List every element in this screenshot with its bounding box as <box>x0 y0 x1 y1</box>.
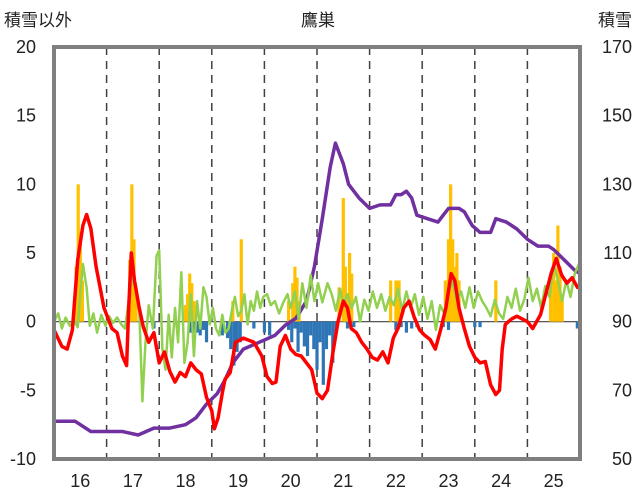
precipitation-bar <box>341 198 345 322</box>
snowfall_change-bar <box>575 321 579 329</box>
snowfall_change-bar <box>312 321 316 350</box>
precipitation-bar <box>80 280 85 322</box>
snowfall_change-bar <box>478 321 482 328</box>
left-y-ticks: 20 15 10 5 0 -5 -10 <box>10 37 36 469</box>
x-tick-label: 24 <box>491 471 511 491</box>
snowfall_change-bar <box>446 321 451 330</box>
x-tick-label: 17 <box>123 471 143 491</box>
snowfall_change-bar <box>299 321 303 333</box>
y-left-tick-label: -5 <box>20 380 36 400</box>
snowfall_change-bar <box>394 321 398 330</box>
y-left-tick-label: 0 <box>26 312 36 332</box>
precipitation-bar <box>134 287 138 322</box>
snowfall_change-bar <box>324 321 329 350</box>
precipitation-bar <box>397 280 401 322</box>
precipitation-bar <box>337 287 341 322</box>
precipitation-bar <box>350 273 354 322</box>
x-tick-label: 20 <box>281 471 301 491</box>
snowfall_change-bar <box>352 321 356 328</box>
left-axis-title: 積雪以外 <box>4 11 72 31</box>
y-right-tick-label: 170 <box>602 37 632 57</box>
snow_depth-line <box>52 141 582 437</box>
y-right-tick-label: 150 <box>602 106 632 126</box>
snowfall_change-bar <box>229 321 233 350</box>
plot-frame <box>52 45 582 461</box>
snowfall_change-bar <box>268 321 272 336</box>
x-tick-label: 25 <box>544 471 564 491</box>
y-left-tick-label: 10 <box>16 174 36 194</box>
snowfall_change-bar <box>410 321 414 329</box>
snowfall_change-bar <box>328 321 332 336</box>
temperature-line <box>52 212 582 431</box>
snowfall_change-bar <box>318 321 322 343</box>
y-right-tick-label: 70 <box>612 380 632 400</box>
precipitation-bar <box>78 232 82 322</box>
snowfall_change-bar <box>252 321 256 329</box>
snowfall_change-bar <box>315 321 319 370</box>
x-tick-label: 23 <box>438 471 458 491</box>
snowfall_change-bar <box>238 321 242 343</box>
snowfall_change-bar <box>192 321 196 336</box>
snowfall_change-bar <box>204 321 209 343</box>
right-axis-title: 積雪 <box>598 11 632 31</box>
wind_speed-line <box>52 249 582 403</box>
x-tick-label: 16 <box>70 471 90 491</box>
precipitation-bar <box>449 184 453 322</box>
precipitation-bar <box>186 294 190 322</box>
x-ticks: 16 17 18 19 20 21 22 23 24 25 <box>70 471 563 491</box>
precipitation-bar <box>239 239 243 322</box>
snowfall_change-bar <box>404 321 409 333</box>
snowfall_change-bar <box>321 321 325 385</box>
chart-title: 鷹巣 <box>301 10 335 31</box>
precipitation-bar <box>286 301 291 322</box>
snowfall_change-bar <box>305 321 310 356</box>
precipitation-bar <box>183 305 188 322</box>
precipitation-bar <box>554 280 558 322</box>
snowfall_change-bar <box>399 321 403 328</box>
snowfall_change-bar <box>262 321 266 333</box>
snowfall_change-bar <box>220 321 224 336</box>
precipitation-bar <box>343 266 348 322</box>
precipitation-bar <box>552 253 556 322</box>
right-y-ticks: 170 150 130 110 90 70 50 <box>602 37 632 469</box>
snowfall_change-bar <box>293 321 297 329</box>
snowfall_change-bar <box>309 321 313 336</box>
snowfall_change-bar <box>235 321 239 352</box>
snowfall_change-bar <box>345 321 350 329</box>
precipitation-bar <box>560 294 564 322</box>
line-series <box>52 141 582 437</box>
y-right-tick-label: 90 <box>612 312 632 332</box>
y-right-tick-label: 50 <box>612 449 632 469</box>
x-tick-label: 19 <box>228 471 248 491</box>
snowfall_change-bar <box>189 321 193 333</box>
x-tick-label: 22 <box>386 471 406 491</box>
snowfall_change-bar <box>302 321 306 347</box>
snowfall_change-bar <box>286 321 291 330</box>
snowfall_change-bar <box>296 321 300 352</box>
x-tick-label: 21 <box>333 471 353 491</box>
y-left-tick-label: -10 <box>10 449 36 469</box>
precipitation-bar <box>192 301 196 322</box>
y-left-tick-label: 15 <box>16 106 36 126</box>
snowfall_change-bar <box>195 321 199 333</box>
x-tick-label: 18 <box>175 471 195 491</box>
snowfall_change-bar <box>290 321 294 343</box>
precipitation-bar <box>348 253 352 322</box>
precipitation-bar <box>548 280 553 322</box>
y-left-tick-label: 5 <box>26 243 36 263</box>
precipitation-bar <box>556 225 560 322</box>
y-right-tick-label: 110 <box>603 243 632 263</box>
snowfall_change-bar <box>201 321 205 330</box>
snowfall_change-bar <box>473 321 477 328</box>
y-left-tick-label: 20 <box>16 37 36 57</box>
snowfall_change-bar <box>331 321 335 363</box>
y-right-tick-label: 130 <box>602 174 632 194</box>
